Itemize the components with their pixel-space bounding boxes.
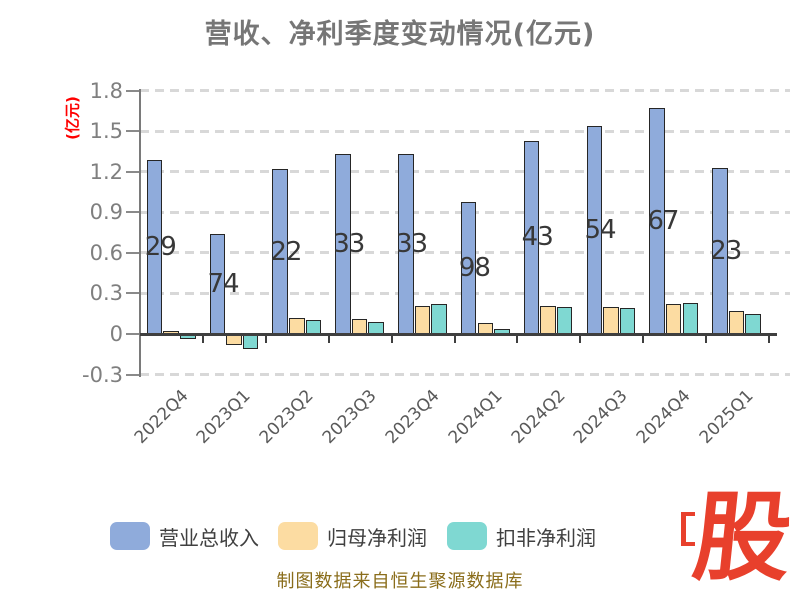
bar-归母净利润-2023Q2 (289, 317, 305, 334)
x-tick-mark (390, 334, 393, 343)
x-tick-label: 2023Q1 (193, 386, 255, 448)
gridline (140, 170, 790, 174)
x-tick-label: 2023Q4 (381, 386, 444, 448)
y-axis-line (139, 89, 141, 377)
y-tick-label: 0.6 (89, 240, 123, 265)
bar-归母净利润-2023Q1 (226, 334, 242, 345)
x-tick-label: 2024Q2 (507, 386, 570, 448)
x-tick-label: 2025Q1 (695, 386, 758, 448)
bar-归母净利润-2024Q4 (665, 304, 682, 334)
bar-value-label: 22 (270, 236, 302, 267)
legend-item-deducted-net-profit: 扣非净利润 (447, 520, 596, 552)
chart-title: 营收、净利季度变动情况(亿元) (204, 19, 596, 50)
bar-value-label: 43 (521, 222, 554, 253)
gridline (140, 129, 790, 133)
y-tick-mark (126, 130, 139, 133)
deducted-net-profit-swatch-icon (447, 522, 487, 550)
footer-data-source-note: 制图数据来自恒生聚源数据库 (276, 571, 524, 592)
gridline (140, 89, 790, 93)
bar-扣非净利润-2024Q4 (682, 302, 699, 334)
bar-扣非净利润-2024Q3 (619, 308, 636, 334)
bar-归母净利润-2023Q4 (414, 305, 431, 334)
bar-value-label: 67 (647, 206, 679, 237)
y-tick-label: 1.2 (89, 159, 123, 184)
bar-value-label: 98 (458, 252, 491, 283)
bar-value-label: 29 (144, 231, 177, 262)
y-tick-label: 0 (109, 322, 123, 346)
y-tick-label: 1.5 (89, 119, 123, 144)
bar-value-label: 33 (396, 229, 428, 260)
bar-value-label: 74 (207, 268, 240, 299)
x-tick-label: 2024Q3 (570, 386, 632, 448)
bar-扣非净利润-2023Q4 (431, 304, 447, 334)
bar-value-label: 33 (333, 229, 365, 260)
x-tick-label: 2024Q4 (632, 386, 695, 448)
y-tick-label: -0.3 (82, 362, 123, 387)
bar-value-label: 23 (710, 235, 742, 266)
bar-归母净利润-2024Q2 (540, 305, 556, 334)
x-tick-mark (767, 334, 770, 343)
x-tick-mark (642, 334, 645, 343)
gridline (140, 373, 790, 377)
net-profit-swatch-icon (278, 522, 318, 550)
legend-label-total-revenue: 营业总收入 (159, 525, 259, 550)
bar-value-label: 54 (584, 214, 617, 245)
x-tick-label: 2023Q3 (318, 386, 381, 448)
y-tick-mark (126, 373, 139, 376)
x-tick-mark (516, 334, 519, 343)
x-tick-mark (453, 334, 456, 343)
x-tick-mark (704, 334, 707, 343)
x-axis-line (140, 333, 777, 336)
x-tick-label: 2024Q1 (444, 386, 507, 448)
bar-扣非净利润-2025Q1 (745, 313, 761, 334)
legend-item-net-profit: 归母净利润 (278, 520, 427, 552)
y-tick-mark (126, 251, 139, 254)
x-tick-mark (265, 334, 268, 343)
legend-label-deducted-net-profit: 扣非净利润 (496, 525, 596, 550)
x-tick-mark (202, 334, 205, 343)
x-tick-mark (579, 334, 582, 343)
bar-扣非净利润-2023Q1 (242, 334, 259, 349)
logo-gu-character: 股 (688, 481, 797, 594)
bar-扣非净利润-2024Q2 (556, 306, 573, 334)
bar-扣非净利润-2023Q2 (305, 320, 322, 334)
y-tick-label: 0.3 (89, 281, 123, 306)
legend-item-total-revenue: 营业总收入 (110, 520, 259, 552)
x-tick-label: 2022Q4 (130, 386, 193, 448)
y-tick-mark (126, 170, 139, 173)
y-tick-label: 0.9 (89, 200, 123, 225)
bar-归母净利润-2024Q3 (603, 306, 619, 334)
x-tick-label: 2023Q2 (255, 386, 318, 448)
legend-label-net-profit: 归母净利润 (327, 525, 427, 550)
bar-归母净利润-2023Q3 (351, 319, 368, 334)
y-tick-mark (126, 333, 139, 335)
bar-归母净利润-2025Q1 (728, 311, 745, 334)
x-tick-mark (327, 334, 330, 343)
y-tick-label: 1.8 (89, 78, 123, 103)
y-tick-mark (126, 211, 139, 214)
y-tick-mark (126, 89, 139, 92)
y-tick-mark (126, 292, 139, 295)
total-revenue-swatch-icon (110, 522, 150, 550)
logo-fragment-icon (681, 512, 695, 546)
